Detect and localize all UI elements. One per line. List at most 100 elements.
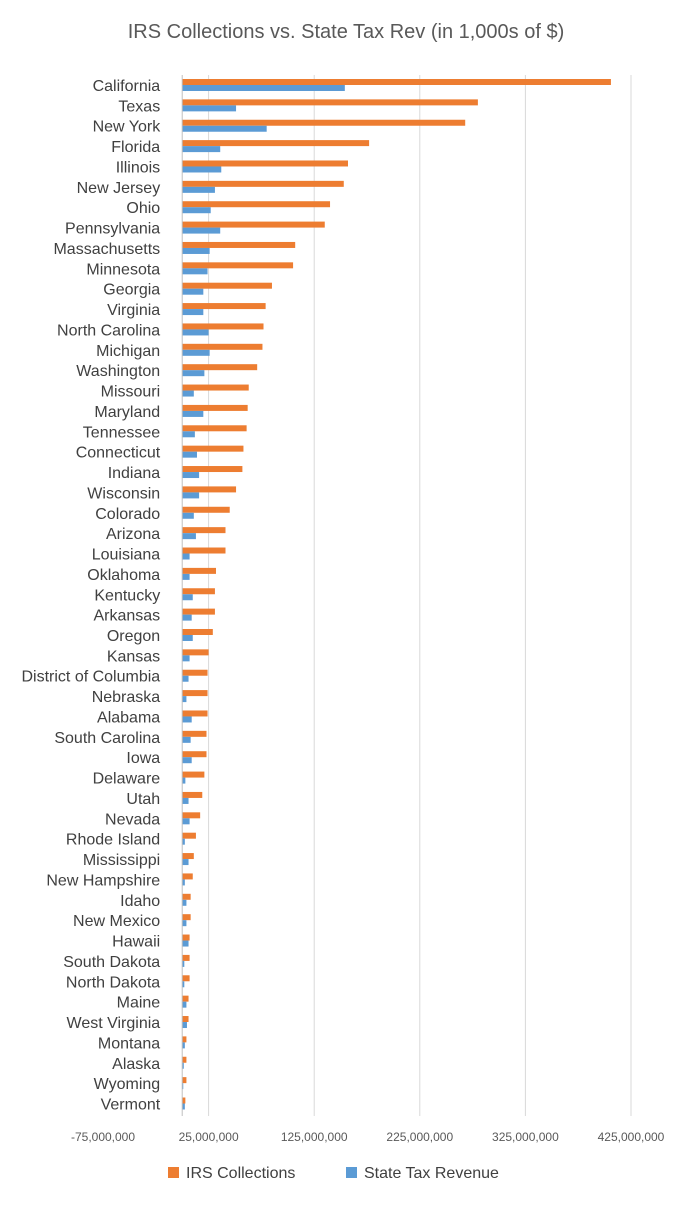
bar-state-tax-revenue-mississippi — [182, 859, 189, 866]
x-tick-label: 225,000,000 — [386, 1130, 453, 1144]
category-label-nevada: Nevada — [105, 811, 160, 828]
bar-irs-collections-alaska — [182, 1056, 187, 1063]
bar-state-tax-revenue-vermont — [182, 1103, 185, 1110]
legend-swatch-irs-collections — [168, 1167, 179, 1178]
bar-state-tax-revenue-minnesota — [182, 268, 208, 275]
legend-label-irs-collections: IRS Collections — [186, 1165, 295, 1182]
category-label-wisconsin: Wisconsin — [87, 485, 160, 502]
bar-state-tax-revenue-virginia — [182, 309, 204, 316]
bar-state-tax-revenue-texas — [182, 105, 237, 112]
bar-state-tax-revenue-north-dakota — [182, 981, 185, 988]
bar-irs-collections-ohio — [182, 201, 331, 208]
category-label-louisiana: Louisiana — [92, 547, 161, 564]
bar-irs-collections-nebraska — [182, 690, 208, 697]
category-label-california: California — [93, 78, 161, 95]
bar-state-tax-revenue-new-mexico — [182, 920, 187, 927]
bar-state-tax-revenue-oklahoma — [182, 573, 190, 580]
bar-irs-collections-alabama — [182, 710, 208, 717]
bar-state-tax-revenue-massachusetts — [182, 247, 210, 254]
bar-state-tax-revenue-maine — [182, 1001, 187, 1008]
chart-title: IRS Collections vs. State Tax Rev (in 1,… — [128, 21, 565, 43]
bar-irs-collections-pennsylvania — [182, 221, 325, 228]
category-label-alaska: Alaska — [112, 1056, 160, 1073]
bar-irs-collections-montana — [182, 1036, 187, 1043]
category-label-maine: Maine — [117, 995, 161, 1012]
category-label-texas: Texas — [118, 98, 160, 115]
bar-irs-collections-minnesota — [182, 262, 294, 269]
x-tick-label: -75,000,000 — [71, 1130, 135, 1144]
bar-irs-collections-district-of-columbia — [182, 669, 208, 676]
bar-irs-collections-maine — [182, 995, 189, 1002]
bar-state-tax-revenue-new-hampshire — [182, 879, 185, 886]
bar-irs-collections-texas — [182, 99, 478, 106]
bar-state-tax-revenue-california — [182, 85, 345, 91]
bar-state-tax-revenue-tennessee — [182, 431, 195, 438]
bar-state-tax-revenue-oregon — [182, 634, 193, 641]
bar-irs-collections-south-dakota — [182, 954, 190, 961]
category-label-new-mexico: New Mexico — [73, 913, 160, 930]
category-label-michigan: Michigan — [96, 343, 160, 360]
bar-irs-collections-utah — [182, 791, 203, 798]
category-label-new-york: New York — [93, 119, 162, 136]
bar-state-tax-revenue-nebraska — [182, 696, 187, 703]
bar-irs-collections-california — [182, 79, 611, 85]
bar-irs-collections-massachusetts — [182, 241, 296, 248]
category-label-alabama: Alabama — [97, 709, 160, 726]
bar-irs-collections-wisconsin — [182, 486, 237, 493]
bar-irs-collections-north-carolina — [182, 323, 264, 330]
category-label-south-carolina: South Carolina — [54, 730, 160, 747]
category-label-west-virginia: West Virginia — [67, 1015, 161, 1032]
category-label-indiana: Indiana — [108, 465, 161, 482]
category-label-oregon: Oregon — [107, 628, 160, 645]
bar-irs-collections-kansas — [182, 649, 209, 656]
bar-irs-collections-new-york — [182, 119, 466, 126]
bar-irs-collections-north-dakota — [182, 975, 190, 982]
category-label-maryland: Maryland — [94, 404, 160, 421]
bar-irs-collections-delaware — [182, 771, 205, 778]
bar-irs-collections-oklahoma — [182, 567, 216, 574]
bar-state-tax-revenue-missouri — [182, 390, 194, 397]
category-label-rhode-island: Rhode Island — [66, 832, 160, 849]
bar-irs-collections-colorado — [182, 506, 230, 513]
category-label-new-jersey: New Jersey — [77, 180, 161, 197]
bar-state-tax-revenue-washington — [182, 370, 205, 377]
category-label-virginia: Virginia — [107, 302, 160, 319]
category-label-wyoming: Wyoming — [94, 1076, 161, 1093]
bar-state-tax-revenue-connecticut — [182, 451, 197, 458]
category-label-north-dakota: North Dakota — [66, 974, 160, 991]
bar-state-tax-revenue-new-york — [182, 125, 267, 132]
bar-state-tax-revenue-illinois — [182, 166, 222, 173]
category-label-vermont: Vermont — [101, 1097, 161, 1114]
bar-irs-collections-michigan — [182, 343, 263, 350]
bar-irs-collections-west-virginia — [182, 1016, 189, 1023]
category-label-minnesota: Minnesota — [86, 261, 160, 278]
category-label-mississippi: Mississippi — [83, 852, 160, 869]
bar-state-tax-revenue-kentucky — [182, 594, 193, 601]
bar-state-tax-revenue-michigan — [182, 349, 210, 356]
bar-state-tax-revenue-alaska — [182, 1062, 184, 1069]
legend: IRS Collections State Tax Revenue — [168, 1165, 499, 1182]
category-label-connecticut: Connecticut — [76, 445, 161, 462]
bar-state-tax-revenue-south-carolina — [182, 736, 191, 743]
category-label-georgia: Georgia — [103, 282, 160, 299]
category-label-kansas: Kansas — [107, 648, 160, 665]
bar-irs-collections-mississippi — [182, 853, 194, 860]
bar-state-tax-revenue-new-jersey — [182, 186, 215, 193]
bar-state-tax-revenue-utah — [182, 797, 189, 804]
bar-area — [181, 75, 611, 1116]
x-tick-label: 425,000,000 — [598, 1130, 665, 1144]
bar-state-tax-revenue-north-carolina — [182, 329, 209, 336]
bar-state-tax-revenue-kansas — [182, 655, 190, 662]
category-label-ohio: Ohio — [126, 200, 160, 217]
bar-irs-collections-vermont — [182, 1097, 186, 1104]
category-label-missouri: Missouri — [101, 384, 161, 401]
category-label-new-hampshire: New Hampshire — [46, 872, 160, 889]
category-label-arizona: Arizona — [106, 526, 160, 543]
bar-irs-collections-louisiana — [182, 547, 226, 554]
bar-state-tax-revenue-arkansas — [182, 614, 192, 621]
category-label-north-carolina: North Carolina — [57, 322, 160, 339]
bar-state-tax-revenue-pennsylvania — [182, 227, 221, 234]
bar-state-tax-revenue-louisiana — [182, 553, 190, 560]
bar-state-tax-revenue-alabama — [182, 716, 192, 723]
category-label-kentucky: Kentucky — [94, 587, 160, 604]
